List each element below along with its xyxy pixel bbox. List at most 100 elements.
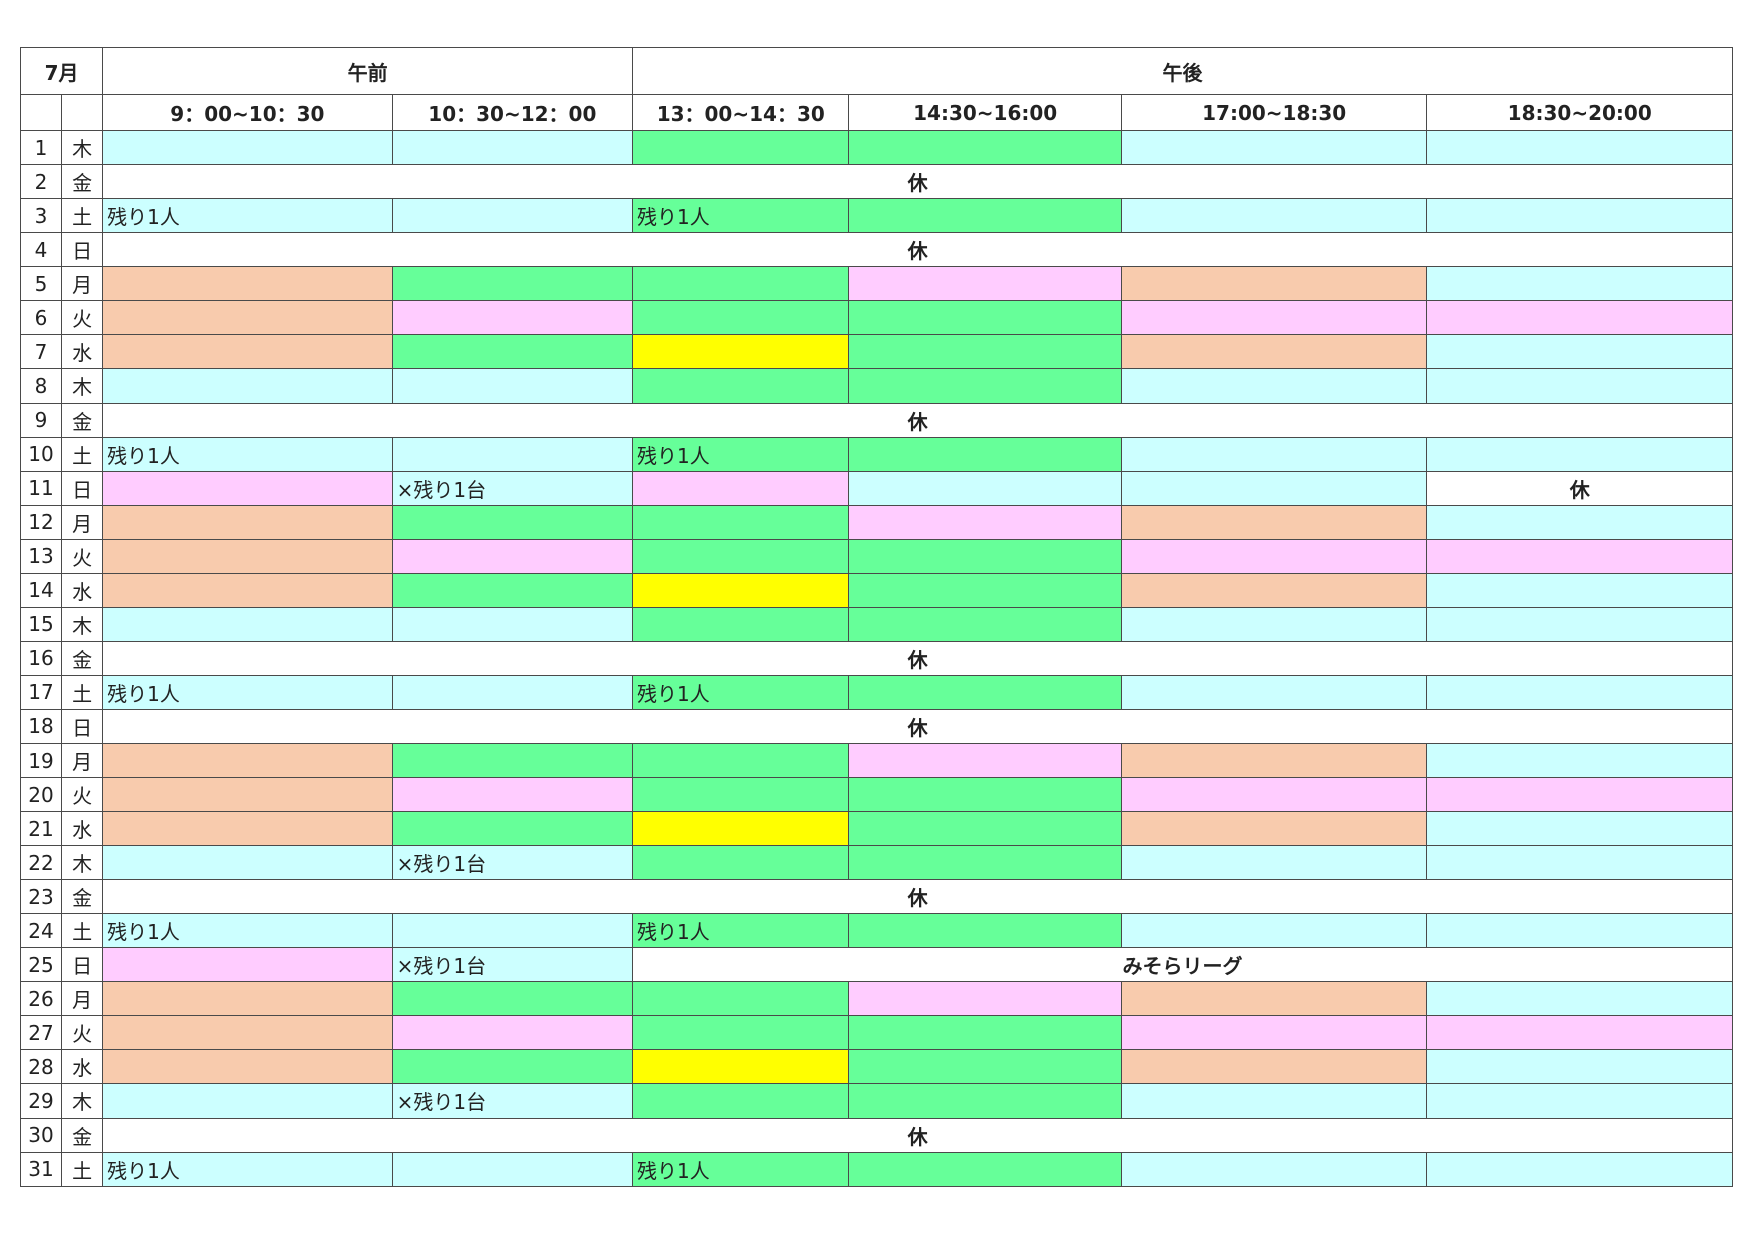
time-slot-cell[interactable] <box>1120 198 1428 234</box>
time-slot-cell[interactable] <box>1120 334 1428 370</box>
time-slot-cell[interactable] <box>102 266 393 302</box>
time-slot-cell[interactable]: 残り1人 <box>102 674 393 710</box>
time-slot-cell[interactable] <box>848 436 1122 472</box>
time-slot-cell[interactable] <box>632 1083 850 1119</box>
time-slot-cell[interactable] <box>632 981 850 1017</box>
time-slot-cell[interactable] <box>848 504 1122 540</box>
time-slot-cell[interactable] <box>848 470 1122 506</box>
time-slot-cell[interactable] <box>848 981 1122 1017</box>
time-slot-cell[interactable] <box>632 334 850 370</box>
time-slot-cell[interactable] <box>1426 1015 1733 1051</box>
time-slot-cell[interactable] <box>632 811 850 847</box>
time-slot-cell[interactable] <box>1120 674 1428 710</box>
time-slot-cell[interactable] <box>102 504 393 540</box>
time-slot-cell[interactable] <box>391 504 634 540</box>
time-slot-cell[interactable] <box>1120 436 1428 472</box>
time-slot-cell[interactable] <box>391 538 634 574</box>
time-slot-cell[interactable] <box>848 300 1122 336</box>
time-slot-cell[interactable] <box>632 1049 850 1085</box>
time-slot-cell[interactable] <box>102 368 393 404</box>
time-slot-cell[interactable] <box>391 266 634 302</box>
time-slot-cell[interactable] <box>848 606 1122 642</box>
time-slot-cell[interactable] <box>632 130 850 166</box>
time-slot-cell[interactable] <box>1426 266 1733 302</box>
time-slot-cell[interactable] <box>1120 1083 1428 1119</box>
time-slot-cell[interactable]: ×残り1台 <box>391 470 634 506</box>
time-slot-cell[interactable] <box>1426 1049 1733 1085</box>
time-slot-cell[interactable] <box>391 334 634 370</box>
time-slot-cell[interactable] <box>391 913 634 949</box>
time-slot-cell[interactable]: ×残り1台 <box>391 845 634 881</box>
time-slot-cell[interactable] <box>632 266 850 302</box>
time-slot-cell[interactable]: ×残り1台 <box>391 947 634 983</box>
time-slot-cell[interactable] <box>391 811 634 847</box>
time-slot-cell[interactable] <box>1426 300 1733 336</box>
time-slot-cell[interactable] <box>1120 1049 1428 1085</box>
time-slot-cell[interactable] <box>1426 130 1733 166</box>
time-slot-cell[interactable] <box>102 742 393 779</box>
time-slot-cell[interactable]: 残り1人 <box>102 436 393 472</box>
time-slot-cell[interactable] <box>102 1015 393 1051</box>
time-slot-cell[interactable] <box>848 266 1122 302</box>
time-slot-cell[interactable] <box>102 538 393 574</box>
time-slot-cell[interactable] <box>1120 606 1428 642</box>
time-slot-cell[interactable] <box>391 1151 634 1188</box>
time-slot-cell[interactable] <box>848 845 1122 881</box>
time-slot-cell[interactable] <box>1120 368 1428 404</box>
time-slot-cell[interactable] <box>1120 504 1428 540</box>
time-slot-cell[interactable] <box>102 300 393 336</box>
time-slot-cell[interactable] <box>102 947 393 983</box>
time-slot-cell[interactable] <box>632 504 850 540</box>
time-slot-cell[interactable] <box>1426 674 1733 710</box>
time-slot-cell[interactable] <box>1120 1151 1428 1188</box>
time-slot-cell[interactable] <box>1426 811 1733 847</box>
time-slot-cell[interactable] <box>1426 606 1733 642</box>
time-slot-cell[interactable] <box>1120 981 1428 1017</box>
time-slot-cell[interactable] <box>1426 981 1733 1017</box>
time-slot-cell[interactable] <box>391 300 634 336</box>
time-slot-cell[interactable] <box>102 981 393 1017</box>
closed-slot-cell[interactable]: 休 <box>1426 470 1733 506</box>
time-slot-cell[interactable] <box>391 198 634 234</box>
time-slot-cell[interactable]: 残り1人 <box>632 436 850 472</box>
time-slot-cell[interactable] <box>102 606 393 642</box>
time-slot-cell[interactable] <box>848 1015 1122 1051</box>
time-slot-cell[interactable] <box>632 300 850 336</box>
time-slot-cell[interactable] <box>632 1015 850 1051</box>
time-slot-cell[interactable] <box>1426 777 1733 813</box>
time-slot-cell[interactable] <box>1426 845 1733 881</box>
time-slot-cell[interactable] <box>632 572 850 608</box>
time-slot-cell[interactable] <box>848 1083 1122 1119</box>
time-slot-cell[interactable] <box>848 130 1122 166</box>
time-slot-cell[interactable] <box>102 1083 393 1119</box>
time-slot-cell[interactable] <box>391 368 634 404</box>
time-slot-cell[interactable]: ×残り1台 <box>391 1083 634 1119</box>
time-slot-cell[interactable] <box>632 368 850 404</box>
time-slot-cell[interactable] <box>1120 845 1428 881</box>
time-slot-cell[interactable] <box>848 572 1122 608</box>
time-slot-cell[interactable] <box>391 130 634 166</box>
time-slot-cell[interactable] <box>848 811 1122 847</box>
time-slot-cell[interactable] <box>1426 504 1733 540</box>
time-slot-cell[interactable] <box>1426 538 1733 574</box>
time-slot-cell[interactable] <box>1426 572 1733 608</box>
time-slot-cell[interactable] <box>1120 742 1428 779</box>
time-slot-cell[interactable] <box>391 674 634 710</box>
time-slot-cell[interactable] <box>391 606 634 642</box>
time-slot-cell[interactable]: 残り1人 <box>632 1151 850 1188</box>
time-slot-cell[interactable] <box>1120 300 1428 336</box>
time-slot-cell[interactable] <box>391 572 634 608</box>
time-slot-cell[interactable] <box>1120 266 1428 302</box>
time-slot-cell[interactable] <box>848 1151 1122 1188</box>
time-slot-cell[interactable] <box>1120 777 1428 813</box>
time-slot-cell[interactable] <box>632 845 850 881</box>
time-slot-cell[interactable] <box>848 198 1122 234</box>
time-slot-cell[interactable] <box>1426 198 1733 234</box>
time-slot-cell[interactable] <box>391 436 634 472</box>
time-slot-cell[interactable] <box>1120 572 1428 608</box>
time-slot-cell[interactable] <box>1426 368 1733 404</box>
time-slot-cell[interactable] <box>1426 742 1733 779</box>
time-slot-cell[interactable] <box>1120 130 1428 166</box>
time-slot-cell[interactable] <box>1426 436 1733 472</box>
time-slot-cell[interactable] <box>1426 1151 1733 1188</box>
